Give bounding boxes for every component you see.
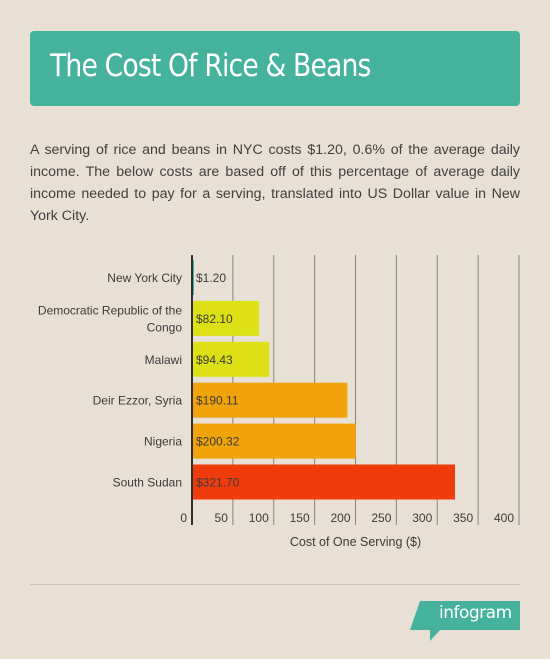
bar-value-label: $1.20 [196,271,226,285]
bar [192,423,356,459]
title-banner: The Cost Of Rice & Beans [30,31,520,106]
description-text: A serving of rice and beans in NYC costs… [30,142,520,224]
category-label: South Sudan [113,476,182,490]
footer-divider [30,584,520,585]
bar-value-label: $321.70 [196,476,240,490]
bar-value-label: $94.43 [196,353,233,367]
page-title: The Cost Of Rice & Beans [50,48,371,84]
badge-shape [410,601,520,641]
x-tick-label: 400 [494,511,514,525]
category-label: Deir Ezzor, Syria [93,394,183,408]
bar [192,341,270,377]
category-label: Democratic Republic of the [38,303,182,317]
x-tick-label: 300 [412,511,432,525]
bar [192,300,260,336]
category-label: Malawi [145,353,182,367]
bar-value-label: $190.11 [196,394,239,408]
category-label: Nigeria [144,435,182,449]
bar [192,464,455,500]
brand-logo-text: infogram [439,603,512,623]
x-tick-label: 250 [371,511,391,525]
category-label: Congo [147,320,183,334]
bar-value-label: $200.32 [196,435,240,449]
bar [192,382,348,418]
x-axis-title: Cost of One Serving ($) [290,535,421,549]
x-tick-label: 0 [180,511,187,525]
infogram-badge[interactable]: infogram [410,601,520,641]
x-tick-label: 100 [249,511,269,525]
x-tick-label: 150 [290,511,310,525]
x-tick-label: 200 [330,511,350,525]
x-tick-label: 50 [215,511,229,525]
category-label: New York City [107,271,182,285]
bar-value-label: $82.10 [196,312,233,326]
bar-chart: $1.20 New York City $82.10 Democratic Repub… [38,255,520,549]
x-tick-label: 350 [453,511,473,525]
